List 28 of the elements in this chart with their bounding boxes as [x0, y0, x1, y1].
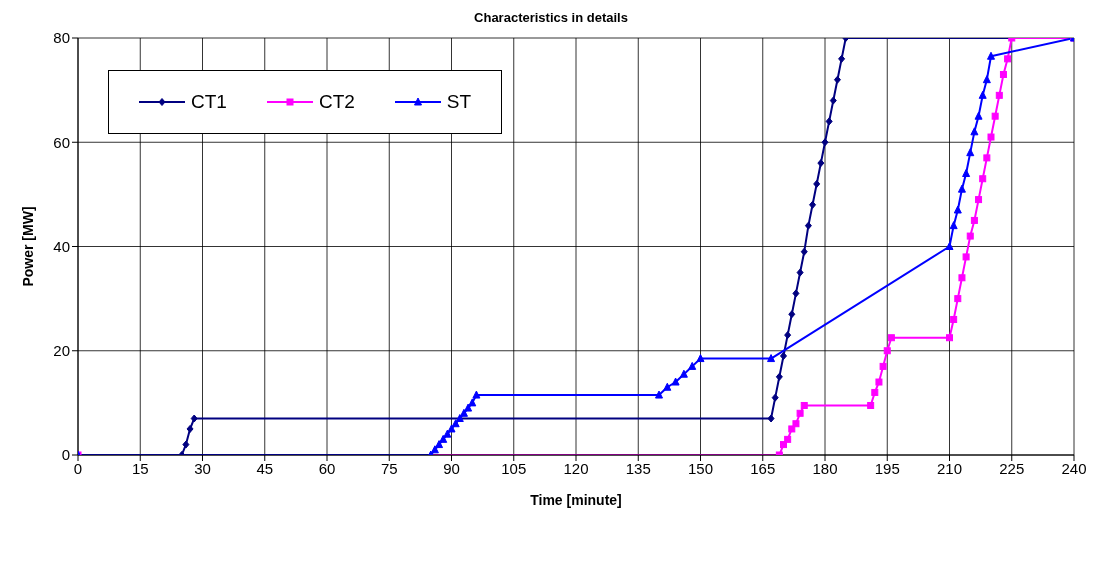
- x-tick-label: 210: [936, 459, 963, 477]
- x-tick-label: 90: [443, 459, 460, 477]
- legend-label: CT2: [318, 91, 355, 113]
- x-tick-label: 180: [812, 459, 838, 477]
- x-tick-label: 165: [750, 459, 776, 477]
- x-tick-label: 75: [380, 459, 398, 477]
- y-tick-label: 0: [61, 446, 70, 464]
- y-tick-label: 20: [53, 342, 70, 360]
- x-tick-label: 30: [194, 459, 211, 477]
- x-tick-label: 150: [687, 459, 714, 477]
- x-tick-label: 195: [874, 459, 900, 477]
- x-tick-label: 0: [73, 459, 83, 477]
- x-tick-label: 60: [318, 459, 336, 477]
- x-tick-label: 120: [563, 459, 589, 477]
- x-tick-label: 45: [256, 459, 274, 477]
- x-tick-label: 225: [999, 459, 1025, 477]
- x-tick-label: 15: [131, 459, 149, 477]
- x-tick-label: 240: [1061, 459, 1087, 477]
- x-axis-title: Time [minute]: [530, 492, 622, 508]
- x-tick-label: 105: [501, 459, 527, 477]
- y-tick-label: 80: [53, 29, 70, 47]
- y-axis-title: Power [MW]: [19, 206, 36, 287]
- chart-title: Characteristics in details: [473, 9, 629, 27]
- legend-label: CT1: [191, 91, 227, 113]
- y-tick-label: 40: [53, 237, 70, 255]
- x-tick-label: 135: [625, 459, 651, 477]
- legend-label: ST: [446, 91, 472, 113]
- y-tick-label: 60: [53, 133, 70, 151]
